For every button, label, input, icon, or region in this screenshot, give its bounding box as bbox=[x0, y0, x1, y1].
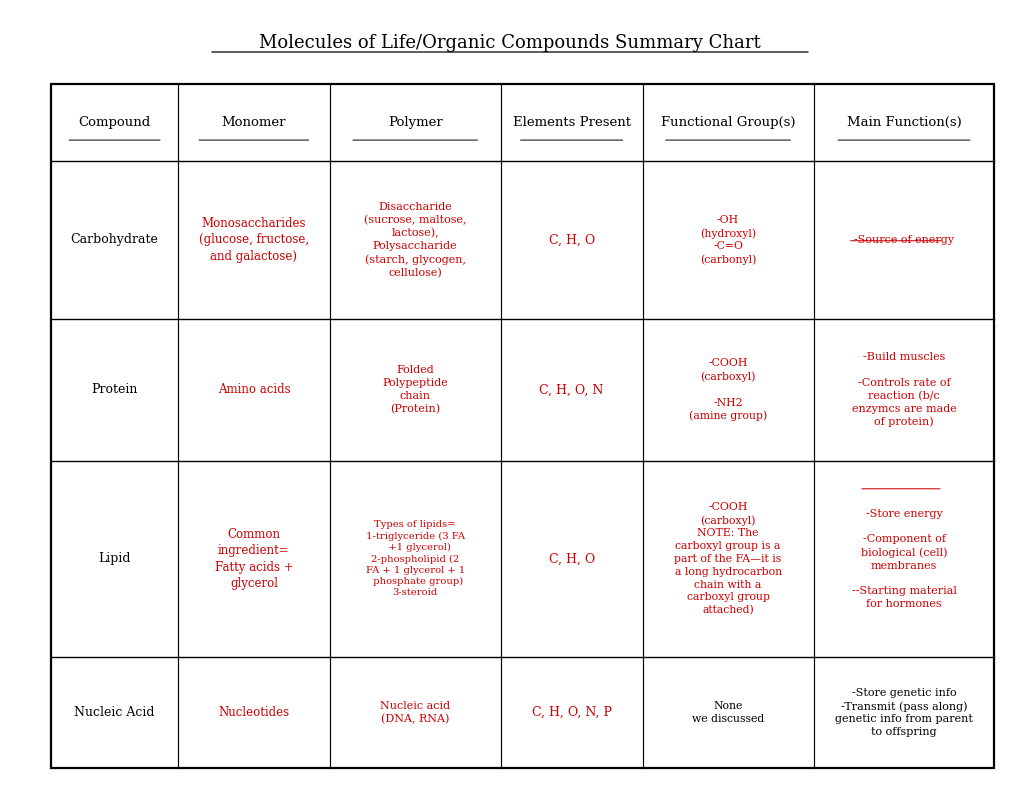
Text: Monosaccharides
(glucose, fructose,
and galactose): Monosaccharides (glucose, fructose, and … bbox=[199, 217, 309, 263]
Text: Types of lipids=
1-triglyceride (3 FA
   +1 glycerol)
2-phospholipid (2
FA + 1 g: Types of lipids= 1-triglyceride (3 FA +1… bbox=[365, 520, 465, 597]
Text: Protein: Protein bbox=[92, 383, 138, 396]
Text: Amino acids: Amino acids bbox=[217, 383, 289, 396]
Text: -COOH
(carboxyl)

-NH2
(amine group): -COOH (carboxyl) -NH2 (amine group) bbox=[688, 359, 766, 421]
Text: -Source of energy: -Source of energy bbox=[853, 235, 953, 245]
Text: Molecules of Life/Organic Compounds Summary Chart: Molecules of Life/Organic Compounds Summ… bbox=[259, 35, 760, 52]
Text: Folded
Polypeptide
chain
(Protein): Folded Polypeptide chain (Protein) bbox=[382, 366, 447, 414]
Text: Compound: Compound bbox=[78, 117, 151, 129]
Text: Carbohydrate: Carbohydrate bbox=[70, 233, 158, 247]
Text: C, H, O, N, P: C, H, O, N, P bbox=[531, 706, 611, 719]
Text: Common
ingredient=
Fatty acids +
glycerol: Common ingredient= Fatty acids + glycero… bbox=[214, 528, 292, 590]
Text: Functional Group(s): Functional Group(s) bbox=[660, 117, 795, 129]
Text: Polymer: Polymer bbox=[387, 117, 442, 129]
Text: -OH
(hydroxyl)
-C=O
(carbonyl): -OH (hydroxyl) -C=O (carbonyl) bbox=[699, 215, 755, 265]
Text: -COOH
(carboxyl)
NOTE: The
carboxyl group is a
part of the FA—it is
a long hydro: -COOH (carboxyl) NOTE: The carboxyl grou… bbox=[674, 502, 781, 615]
Text: Nucleic Acid: Nucleic Acid bbox=[74, 706, 155, 719]
Text: None
we discussed: None we discussed bbox=[691, 701, 763, 724]
Text: -Store genetic info
-Transmit (pass along)
genetic info from parent
to offspring: -Store genetic info -Transmit (pass alon… bbox=[835, 688, 972, 737]
Text: C, H, O, N: C, H, O, N bbox=[539, 383, 603, 396]
Text: C, H, O: C, H, O bbox=[548, 233, 594, 247]
Text: Elements Present: Elements Present bbox=[513, 117, 630, 129]
Text: Lipid: Lipid bbox=[98, 552, 130, 565]
Text: -Build muscles

-Controls rate of
reaction (b/c
enzymcs are made
of protein): -Build muscles -Controls rate of reactio… bbox=[851, 352, 956, 427]
Text: Nucleic acid
(DNA, RNA): Nucleic acid (DNA, RNA) bbox=[380, 701, 449, 724]
Text: Disaccharide
(sucrose, maltose,
lactose),
Polysaccharide
(starch, glycogen,
cell: Disaccharide (sucrose, maltose, lactose)… bbox=[364, 202, 466, 278]
Text: Nucleotides: Nucleotides bbox=[218, 706, 289, 719]
Text: C, H, O: C, H, O bbox=[548, 552, 594, 565]
Text: Main Function(s): Main Function(s) bbox=[846, 117, 961, 129]
Text: -Store energy

-Component of
biological (cell)
membranes

--Starting material
fo: -Store energy -Component of biological (… bbox=[851, 509, 956, 609]
Bar bbox=[51, 84, 994, 768]
Text: Monomer: Monomer bbox=[221, 117, 286, 129]
